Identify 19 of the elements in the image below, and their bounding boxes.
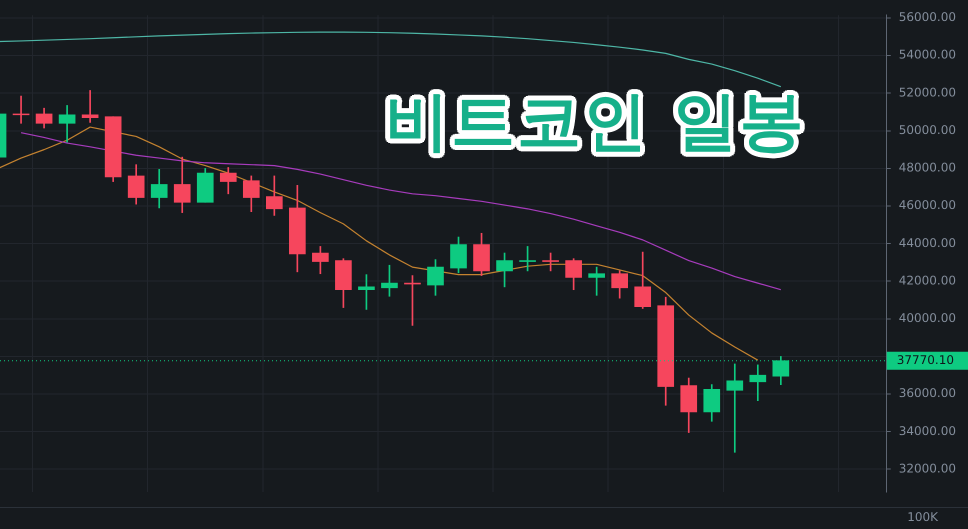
y-tick-label: 42000.00 [898,273,956,288]
text: 100K [907,510,938,524]
y-tick-label: 40000.00 [898,310,956,325]
candlestick [12,96,30,124]
text: 비트코인 일봉 [385,84,806,161]
y-tick-label: 50000.00 [898,122,956,137]
y-tick-label: 32000.00 [898,461,956,476]
ref-line-label: 37770.10 [896,352,954,367]
candlestick [404,275,421,326]
y-tick-label: 46000.00 [898,198,956,212]
y-tick-label: 36000.00 [898,386,956,400]
y-tick-label: 52000.00 [898,85,956,100]
y-tick-label: 44000.00 [898,236,956,250]
candlestick [519,246,536,272]
candlestick [381,264,398,297]
y-tick-label: 48000.00 [898,160,956,175]
y-tick-label: 56000.00 [898,10,956,24]
y-tick-label: 54000.00 [898,48,956,62]
y-tick-label: 34000.00 [898,424,956,438]
